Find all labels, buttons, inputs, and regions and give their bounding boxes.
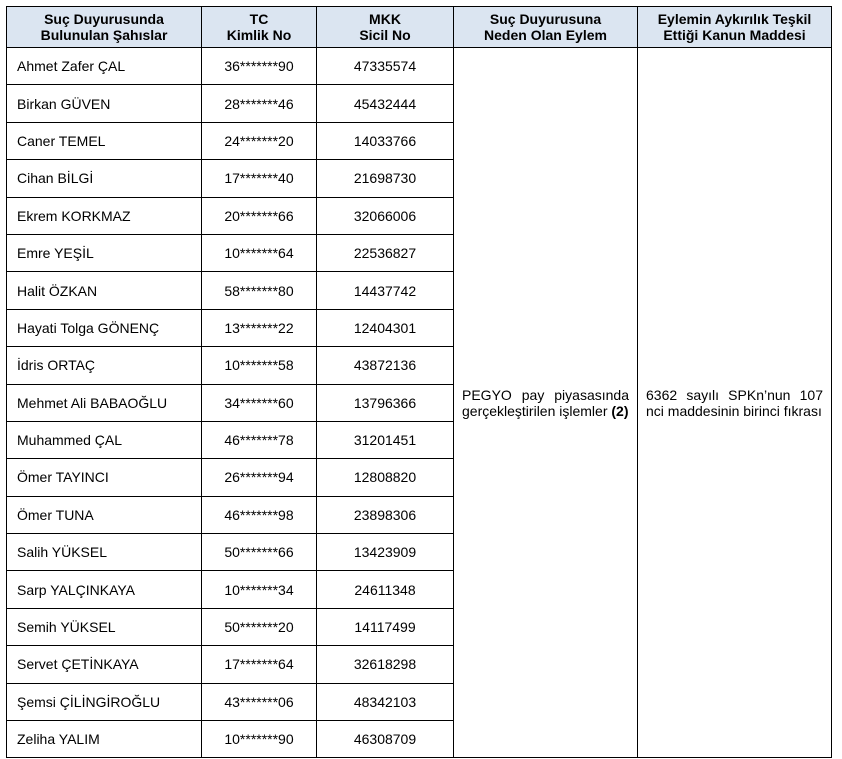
table-row: Halit ÖZKAN 58*******80 14437742 [6, 271, 832, 310]
tc-id: 50*******20 [201, 607, 317, 647]
person-name: Semih YÜKSEL [6, 607, 202, 647]
mkk-no: 14437742 [316, 271, 454, 310]
action-cell: PEGYO pay piyasasında gerçekleştirilen i… [453, 46, 638, 759]
person-name: Caner TEMEL [6, 121, 202, 161]
mkk-no: 14117499 [316, 607, 454, 647]
law-cell: 6362 sayılı SPKn’nun 107 nci maddesinin … [637, 46, 832, 759]
action-reference: (2) [611, 402, 629, 419]
table-row: Ömer TAYINCI 26*******94 12808820 [6, 458, 832, 497]
table-row: Emre YEŞİL 10*******64 22536827 [6, 233, 832, 273]
table-row: Ekrem KORKMAZ 20*******66 32066006 [6, 196, 832, 235]
criminal-complaint-table: Suç Duyurusunda Bulunulan Şahıslar TC Kiml… [6, 6, 832, 759]
mkk-no: 21698730 [316, 159, 454, 198]
person-name: Ekrem KORKMAZ [6, 196, 202, 235]
person-name: Salih YÜKSEL [6, 533, 202, 572]
tc-id: 46*******98 [201, 495, 317, 535]
tc-id: 17*******40 [201, 159, 317, 198]
tc-id: 10*******58 [201, 346, 317, 385]
table-row: Ahmet Zafer ÇAL 36*******90 47335574 PEGYO … [6, 46, 832, 759]
table-row: Mehmet Ali BABAOĞLU 34*******60 13796366 [6, 383, 832, 422]
person-name: Sarp YALÇINKAYA [6, 570, 202, 609]
person-name: Ömer TAYINCI [6, 458, 202, 497]
tc-id: 43*******06 [201, 682, 317, 722]
person-name: Emre YEŞİL [6, 233, 202, 273]
tc-id: 50*******66 [201, 533, 317, 572]
table-row: Servet ÇETİNKAYA 17*******64 32618298 [6, 645, 832, 684]
mkk-no: 12808820 [316, 458, 454, 497]
person-name: İdris ORTAÇ [6, 346, 202, 385]
tc-id: 20*******66 [201, 196, 317, 235]
header-mkk-no: MKK Sicil No [316, 6, 454, 48]
table-row: Semih YÜKSEL 50*******20 14117499 [6, 607, 832, 647]
person-name: Hayati Tolga GÖNENÇ [6, 308, 202, 348]
header-persons: Suç Duyurusunda Bulunulan Şahıslar [6, 6, 202, 48]
mkk-no: 14033766 [316, 121, 454, 161]
tc-id: 24*******20 [201, 121, 317, 161]
tc-id: 13*******22 [201, 308, 317, 348]
mkk-no: 13423909 [316, 533, 454, 572]
tc-id: 34*******60 [201, 383, 317, 422]
tc-id: 36*******90 [201, 46, 317, 86]
mkk-no: 32066006 [316, 196, 454, 235]
tc-id: 26*******94 [201, 458, 317, 497]
table-row: Şemsi ÇİLİNGİROĞLU 43*******06 48342103 [6, 682, 832, 722]
tc-id: 10*******90 [201, 720, 317, 759]
mkk-no: 12404301 [316, 308, 454, 348]
person-name: Muhammed ÇAL [6, 420, 202, 460]
table-row: Caner TEMEL 24*******20 14033766 [6, 121, 832, 161]
tc-id: 28*******46 [201, 84, 317, 123]
person-name: Zeliha YALIM [6, 720, 202, 759]
person-name: Mehmet Ali BABAOĞLU [6, 383, 202, 422]
tc-id: 10*******64 [201, 233, 317, 273]
tc-id: 46*******78 [201, 420, 317, 460]
person-name: Cihan BİLGİ [6, 159, 202, 198]
header-law: Eylemin Aykırılık Teşkil Ettiği Kanun Mad… [637, 6, 832, 48]
tc-id: 58*******80 [201, 271, 317, 310]
table-row: Hayati Tolga GÖNENÇ 13*******22 12404301 [6, 308, 832, 348]
person-name: Birkan GÜVEN [6, 84, 202, 123]
mkk-no: 13796366 [316, 383, 454, 422]
mkk-no: 47335574 [316, 46, 454, 86]
person-name: Şemsi ÇİLİNGİROĞLU [6, 682, 202, 722]
person-name: Ahmet Zafer ÇAL [6, 46, 202, 86]
person-name: Halit ÖZKAN [6, 271, 202, 310]
mkk-no: 22536827 [316, 233, 454, 273]
header-row: Suç Duyurusunda Bulunulan Şahıslar TC Kiml… [6, 6, 832, 48]
header-tc-id: TC Kimlik No [201, 6, 317, 48]
table-row: Cihan BİLGİ 17*******40 21698730 [6, 159, 832, 198]
table-body: Ahmet Zafer ÇAL 36*******90 47335574 PEGYO … [6, 46, 832, 759]
mkk-no: 43872136 [316, 346, 454, 385]
person-name: Ömer TUNA [6, 495, 202, 535]
mkk-no: 23898306 [316, 495, 454, 535]
table-row: Muhammed ÇAL 46*******78 31201451 [6, 420, 832, 460]
table-row: İdris ORTAÇ 10*******58 43872136 [6, 346, 832, 385]
tc-id: 17*******64 [201, 645, 317, 684]
mkk-no: 24611348 [316, 570, 454, 609]
mkk-no: 45432444 [316, 84, 454, 123]
action-text: PEGYO pay piyasasında gerçekleştirilen i… [462, 386, 629, 419]
person-name: Servet ÇETİNKAYA [6, 645, 202, 684]
header-action: Suç Duyurusuna Neden Olan Eylem [453, 6, 638, 48]
mkk-no: 48342103 [316, 682, 454, 722]
table-row: Birkan GÜVEN 28*******46 45432444 [6, 84, 832, 123]
mkk-no: 32618298 [316, 645, 454, 684]
tc-id: 10*******34 [201, 570, 317, 609]
mkk-no: 31201451 [316, 420, 454, 460]
mkk-no: 46308709 [316, 720, 454, 759]
table-row: Zeliha YALIM 10*******90 46308709 [6, 720, 832, 759]
